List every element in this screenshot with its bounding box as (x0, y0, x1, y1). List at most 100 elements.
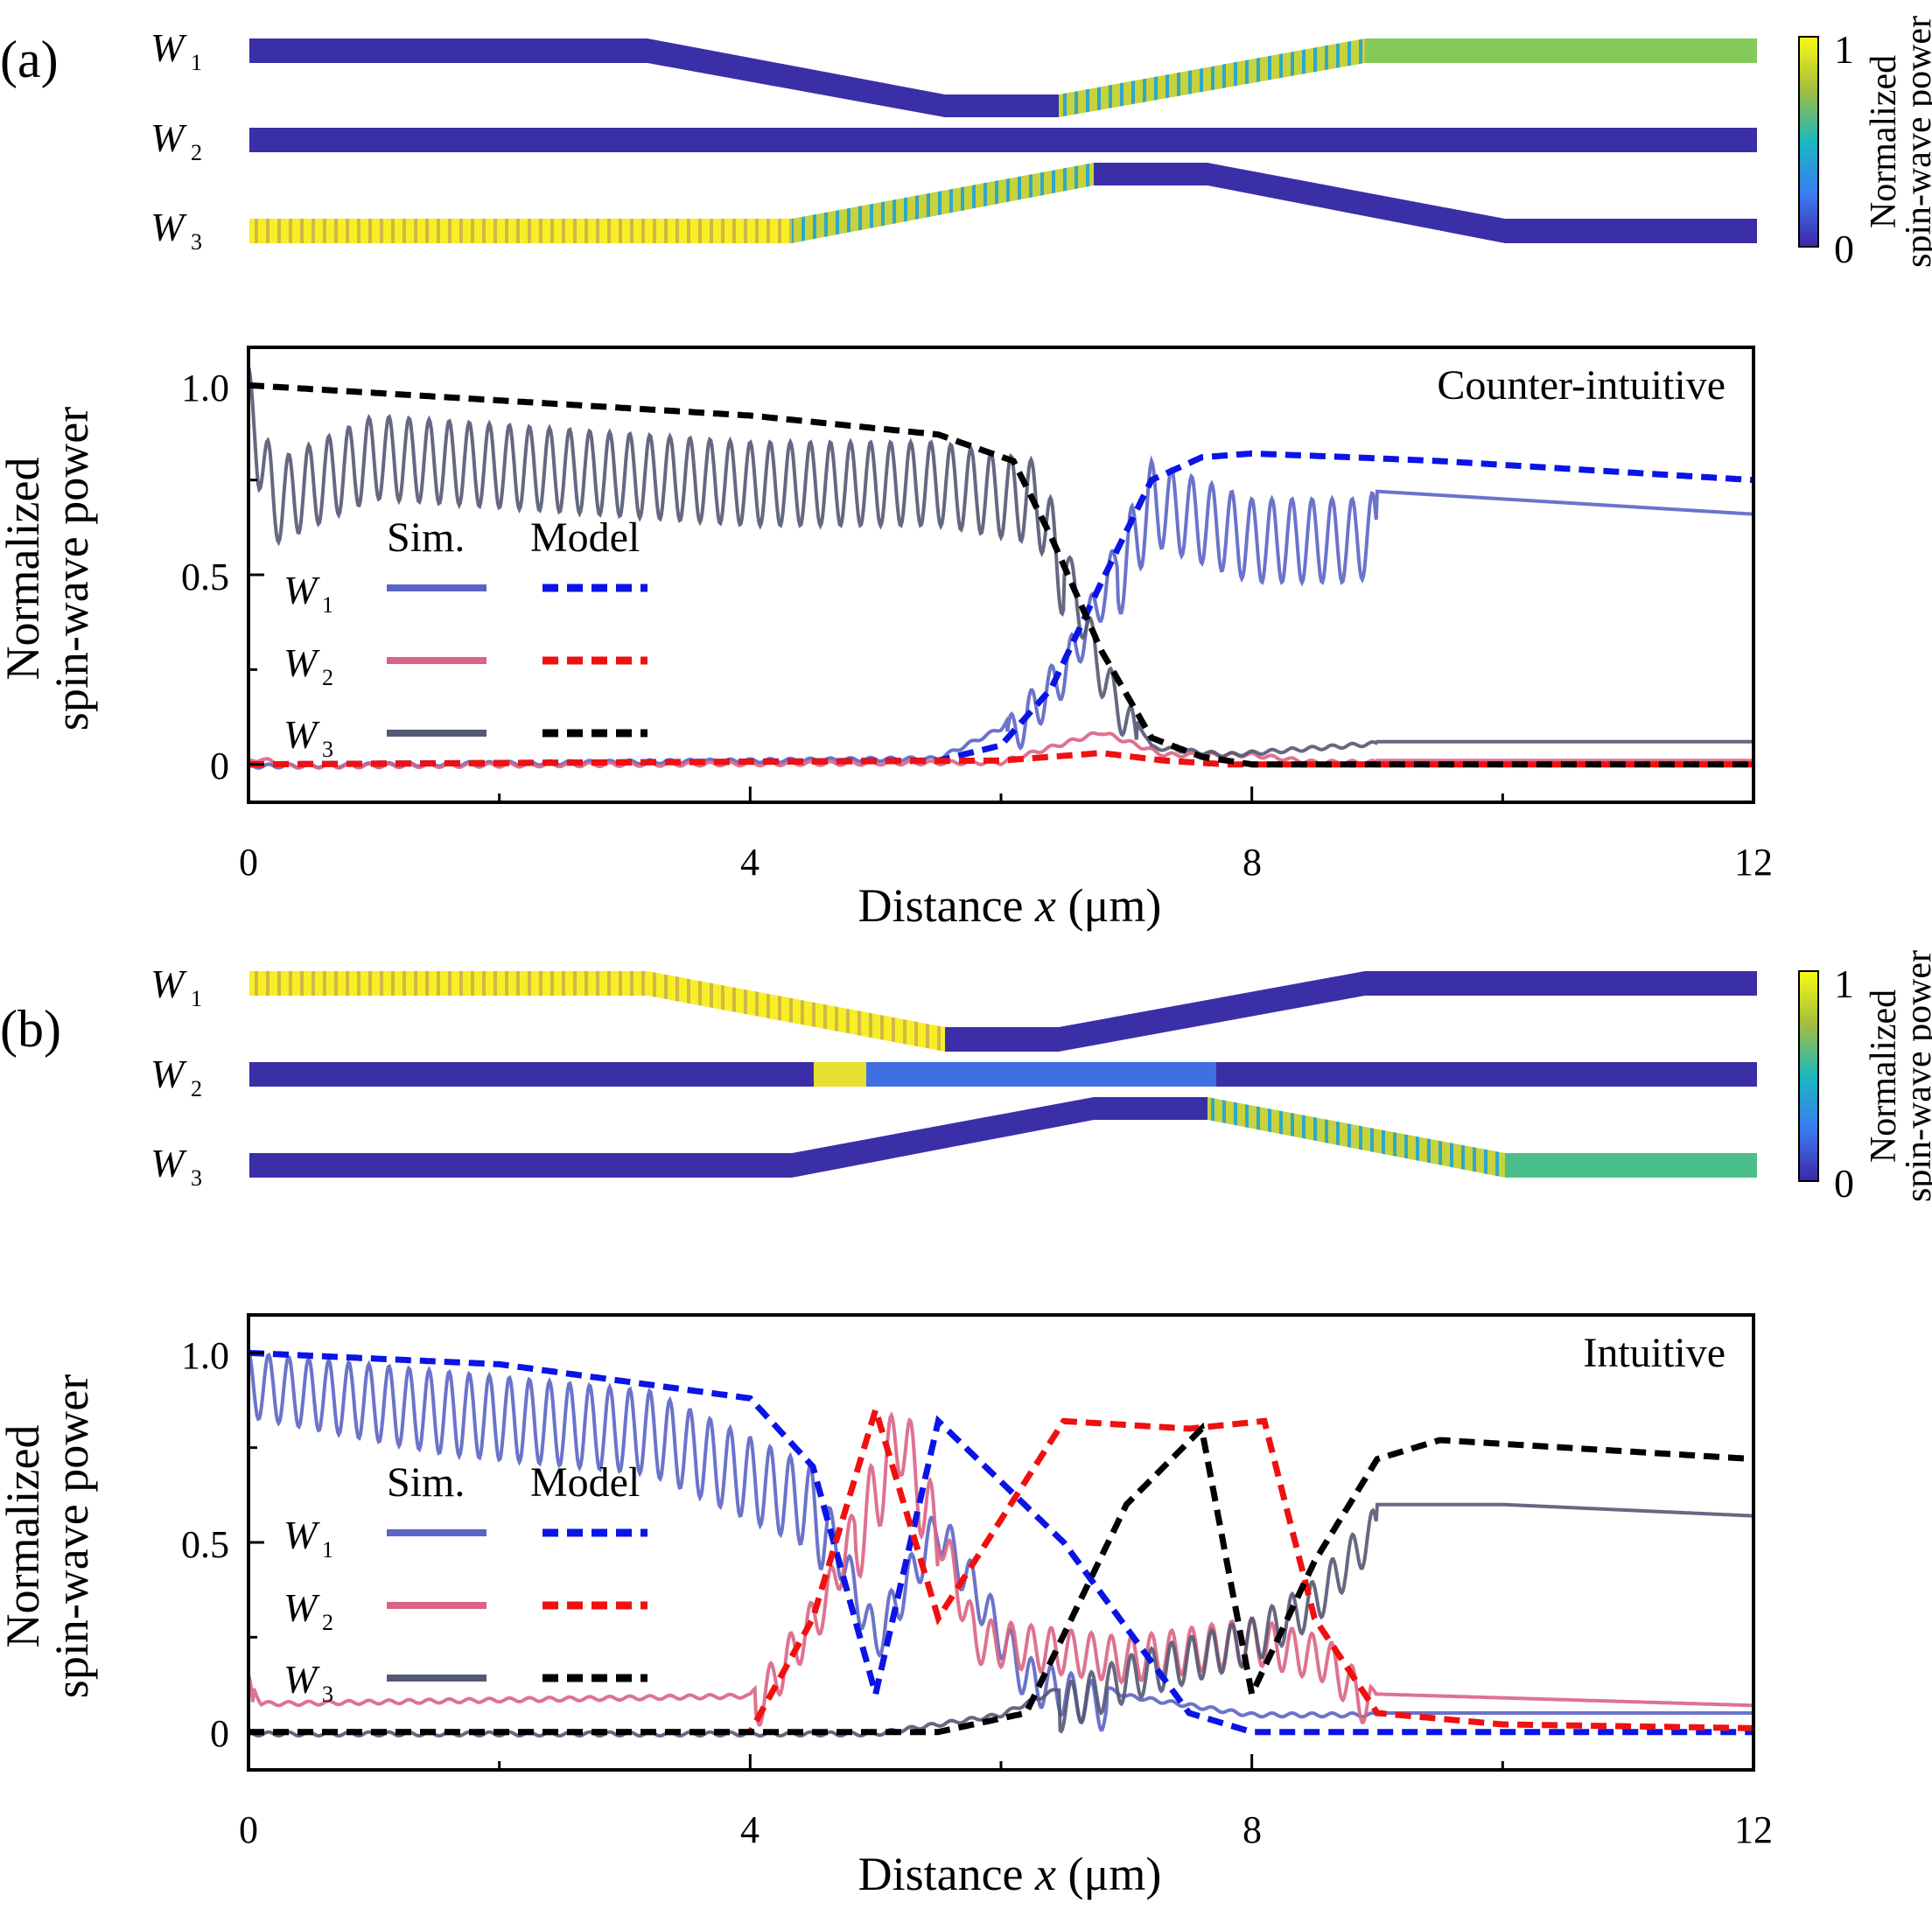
waveguides-b: (b) W 1 W 2 W 3 1 0 Normalized spin-wave… (0, 950, 1932, 1206)
guide-label-w3-b: W 3 (150, 1141, 202, 1191)
xtick-b-4: 4 (740, 1808, 760, 1851)
series-b-w1-model (248, 1349, 1754, 1736)
ylabel-b-2: spin-wave power (46, 1374, 98, 1698)
svg-text:W: W (150, 961, 187, 1006)
series-a-w3-sim (248, 366, 1754, 759)
legend-b-sim-header: Sim. (387, 1459, 465, 1506)
legend-a-model-header: Model (530, 514, 640, 561)
guide-label-w3-a: W 3 (150, 205, 202, 255)
ytick-b-05: 0.5 (181, 1523, 229, 1566)
waveguide-w2-b-mid (866, 1062, 1216, 1087)
ylabel-b-1: Normalized (0, 1425, 49, 1648)
plot-a: Normalized spin-wave power 1.0 0.5 0 0 4… (0, 346, 1773, 932)
series-group-a (248, 366, 1754, 770)
series-b-w3-model (248, 1422, 1754, 1736)
annotation-a: Counter-intuitive (1437, 362, 1726, 409)
panel-b-label: (b) (0, 1000, 61, 1058)
ylabel-a-1: Normalized (0, 458, 49, 681)
waveguide-w3-a-taper (792, 163, 1094, 243)
svg-text:2: 2 (322, 1610, 333, 1635)
waveguide-w3-a-input (249, 219, 792, 243)
series-a-w1-sim (248, 455, 1754, 770)
series-b-w3-sim (248, 1502, 1754, 1738)
xtick-a-12: 12 (1734, 841, 1773, 884)
svg-text:2: 2 (191, 140, 202, 165)
colorbar-b-max: 1 (1834, 961, 1854, 1006)
svg-text:W: W (284, 568, 320, 612)
svg-text:1: 1 (322, 592, 333, 618)
waveguide-w1-b-taper (648, 971, 945, 1052)
svg-text:W: W (150, 1052, 187, 1096)
annotation-b: Intuitive (1583, 1330, 1726, 1376)
waveguide-w2-a (249, 128, 1757, 152)
svg-text:W: W (150, 1141, 187, 1185)
panel-a-label: (a) (0, 31, 59, 88)
colorbar-b-min: 0 (1834, 1161, 1854, 1206)
guide-label-w1-a: W 1 (150, 25, 202, 75)
colorbar-a-min: 0 (1834, 227, 1854, 271)
waveguide-w1-a-output (1365, 38, 1757, 63)
guide-label-w1-b: W 1 (150, 961, 202, 1011)
guide-label-w2-a: W 2 (150, 115, 202, 165)
svg-text:W: W (284, 640, 320, 685)
series-b-w2-sim (248, 1411, 1754, 1727)
ytick-a-05: 0.5 (181, 556, 229, 598)
colorbar-b-title-2: spin-wave power (1899, 950, 1932, 1202)
plot-b: Normalized spin-wave power 1.0 0.5 0 0 4… (0, 1313, 1773, 1900)
waveguide-w1-b-right (945, 971, 1757, 1052)
svg-text:1: 1 (322, 1537, 333, 1563)
waveguide-w3-b-left (792, 1097, 1208, 1178)
ytick-b-1: 1.0 (181, 1334, 229, 1377)
ticks-a (247, 383, 1755, 802)
xlabel-b: Distance x (μm) (858, 1848, 1162, 1900)
svg-text:W: W (284, 1585, 320, 1630)
colorbar-a-title-2: spin-wave power (1899, 16, 1932, 268)
colorbar-a-title-1: Normalized (1864, 55, 1904, 228)
xtick-a-8: 8 (1242, 841, 1262, 884)
colorbar-b (1798, 970, 1819, 1182)
series-group-b (248, 1349, 1754, 1738)
waveguide-w3-b-taper (1208, 1097, 1505, 1178)
colorbar-b-title-1: Normalized (1864, 989, 1904, 1163)
xtick-b-8: 8 (1242, 1808, 1262, 1851)
svg-text:2: 2 (191, 1076, 202, 1101)
colorbar-a-max: 1 (1834, 27, 1854, 72)
svg-text:W: W (150, 205, 187, 249)
svg-text:3: 3 (322, 737, 333, 762)
xtick-a-4: 4 (740, 841, 760, 884)
ticks-b (247, 1351, 1755, 1770)
series-b-w2-model (248, 1399, 1754, 1736)
series-a-w2-sim (248, 731, 1754, 770)
ylabel-a-2: spin-wave power (46, 407, 98, 731)
xtick-b-12: 12 (1734, 1808, 1773, 1851)
legend-a-sim-header: Sim. (387, 514, 465, 561)
waveguide-w3-b-output (1505, 1153, 1757, 1178)
series-b-w1-sim (248, 1352, 1754, 1732)
colorbar-a (1798, 36, 1819, 248)
svg-text:W: W (284, 1657, 320, 1702)
waveguide-w1-b-input (249, 971, 648, 996)
svg-text:W: W (284, 1513, 320, 1557)
xtick-b-0: 0 (239, 1808, 258, 1851)
ytick-a-0: 0 (210, 745, 229, 787)
svg-text:W: W (150, 115, 187, 160)
waveguide-w3-b-input (249, 1153, 792, 1178)
svg-text:2: 2 (322, 665, 333, 690)
svg-text:3: 3 (322, 1682, 333, 1707)
svg-text:3: 3 (191, 229, 202, 255)
svg-text:W: W (284, 712, 320, 757)
legend-b-model-header: Model (530, 1459, 640, 1506)
svg-text:W: W (150, 25, 187, 70)
svg-text:1: 1 (191, 50, 202, 75)
svg-text:1: 1 (191, 986, 202, 1011)
xlabel-a: Distance x (μm) (858, 879, 1162, 932)
waveguide-w2-b-bright (814, 1062, 866, 1087)
